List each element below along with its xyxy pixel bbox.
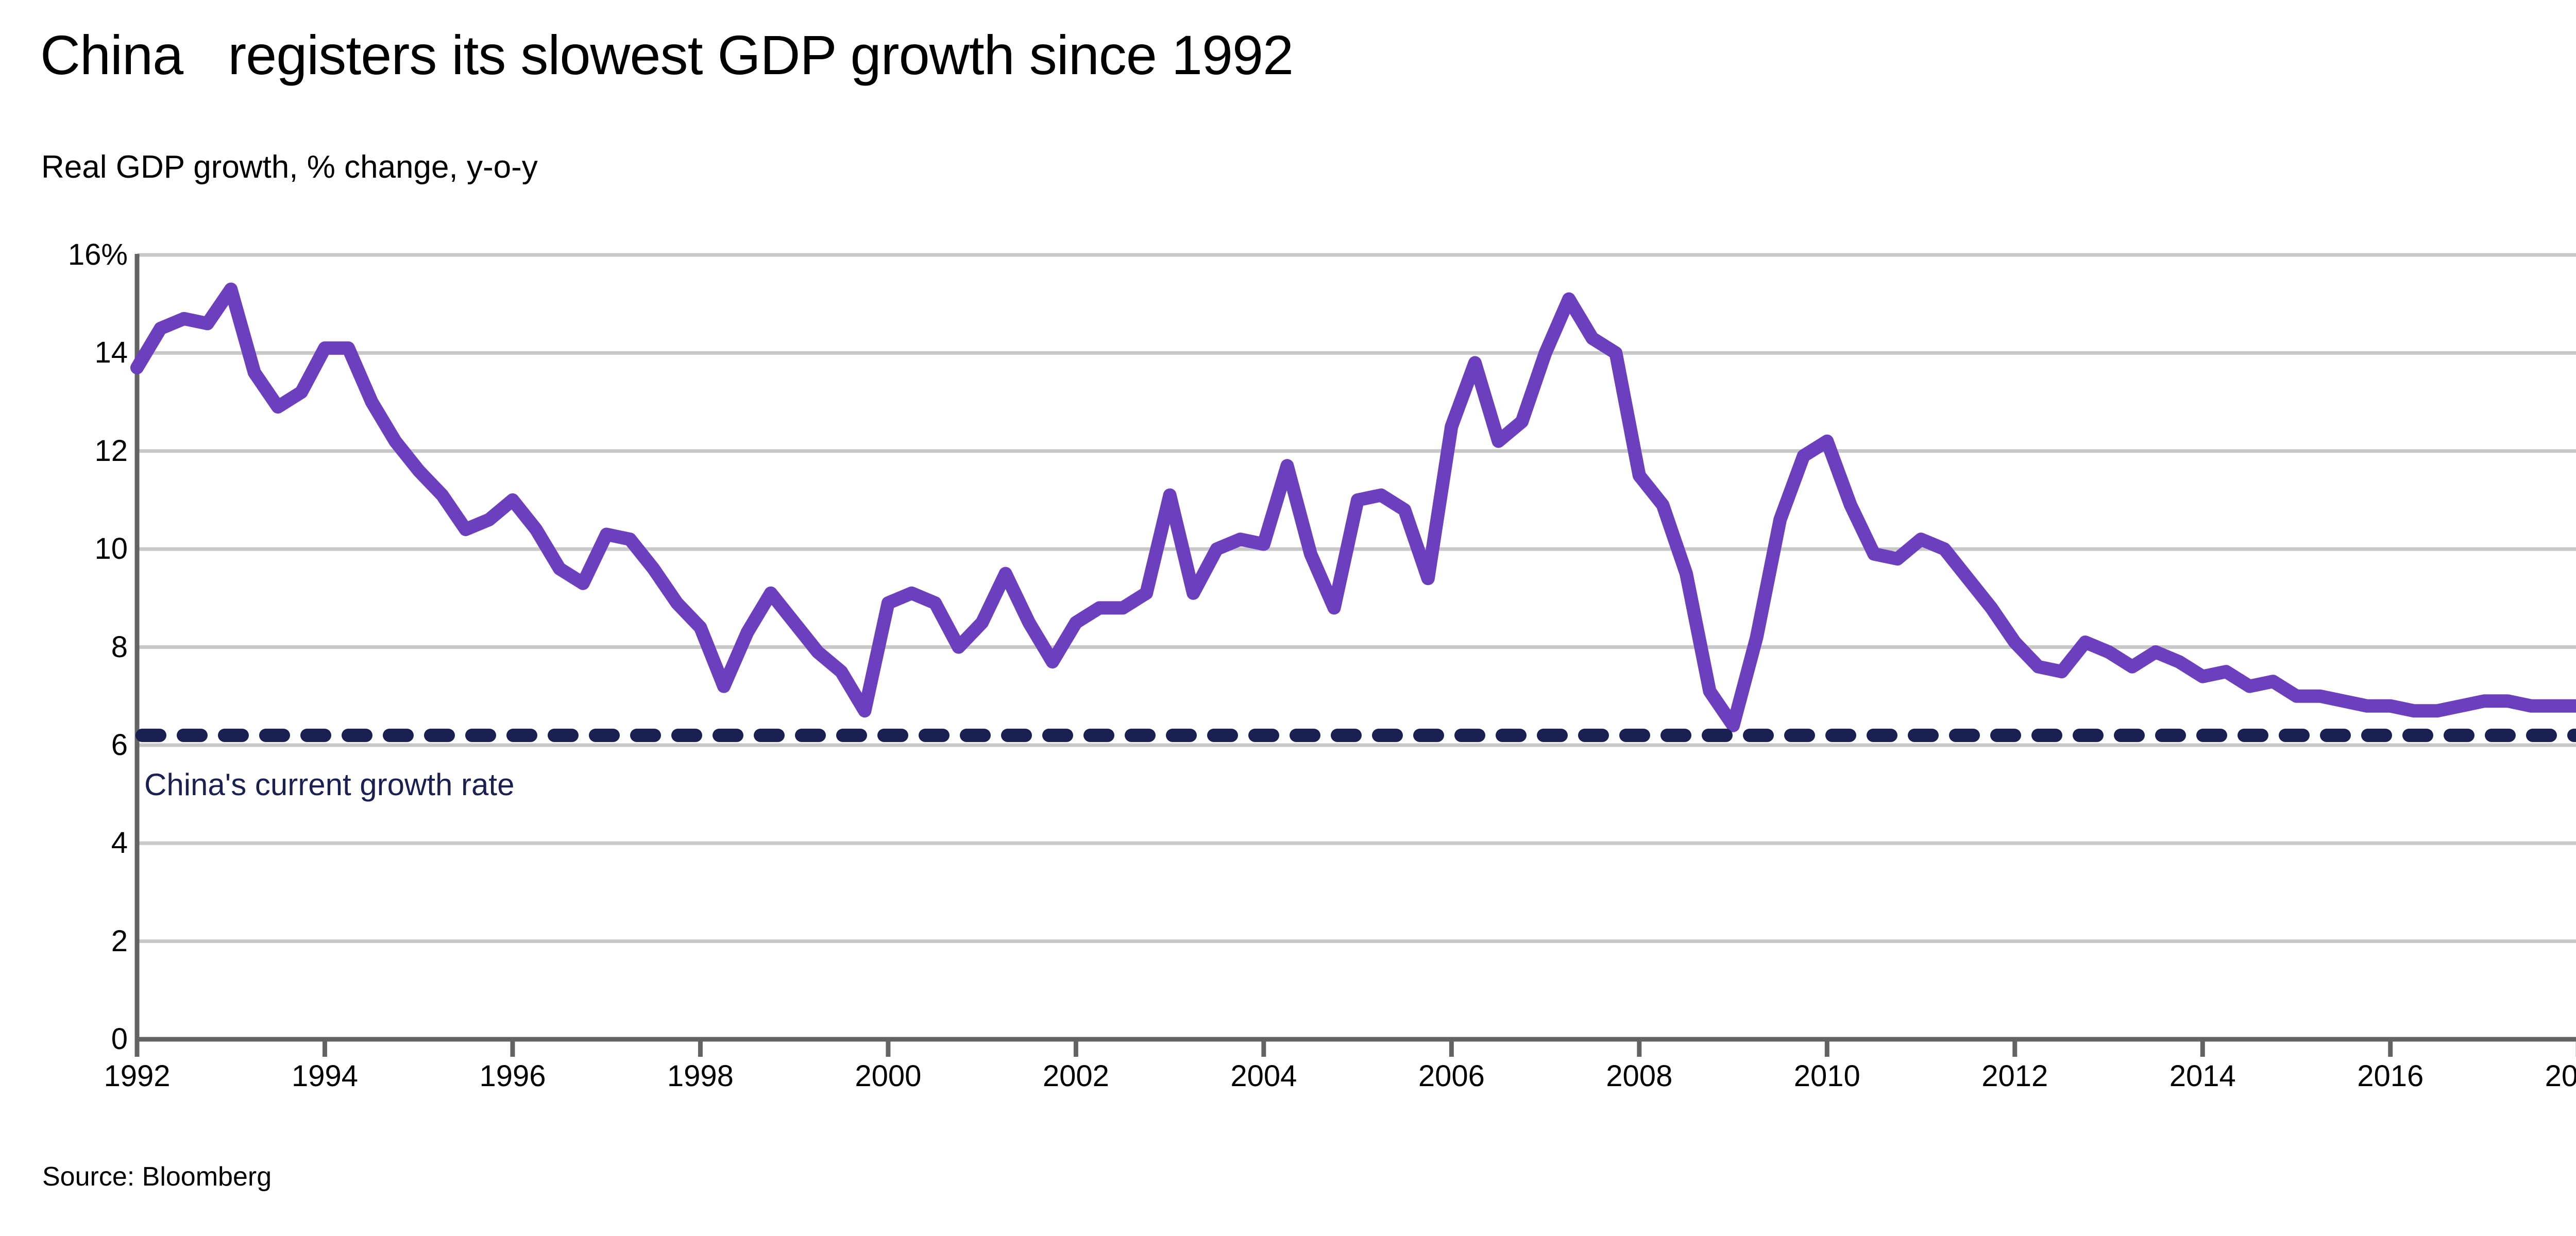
source-caption: Source: Bloomberg bbox=[42, 1162, 272, 1192]
gdp-growth-line bbox=[130, 282, 2576, 732]
x-axis-tick-label: 2016 bbox=[2357, 1059, 2424, 1093]
x-axis-tick-label: 2010 bbox=[1793, 1059, 1860, 1093]
y-axis-labels: 0 2 4 6 8 10 12 14 16% bbox=[0, 0, 128, 1236]
y-axis-tick-label: 14 bbox=[94, 336, 128, 370]
y-axis-tick-label: 8 bbox=[111, 630, 128, 664]
x-axis-tick-label: 2014 bbox=[2169, 1059, 2236, 1093]
y-axis-tick-label: 0 bbox=[111, 1022, 128, 1056]
y-axis-tick-label: 2 bbox=[111, 924, 128, 958]
x-axis-tick-label: 2012 bbox=[1981, 1059, 2048, 1093]
x-axis-tick-label: 2000 bbox=[855, 1059, 922, 1093]
x-axis-tick-label: 2002 bbox=[1042, 1059, 1109, 1093]
y-axis-tick-label: 16% bbox=[67, 238, 128, 271]
x-axis-tick-label: 2008 bbox=[1606, 1059, 1673, 1093]
x-axis-tick-label: 1994 bbox=[291, 1059, 358, 1093]
x-axis-tick-label: 2006 bbox=[1418, 1059, 1485, 1093]
x-axis-tick-label: 1998 bbox=[667, 1059, 734, 1093]
threshold-annotation-label: China's current growth rate bbox=[144, 767, 515, 802]
y-axis-tick-label: 6 bbox=[111, 728, 128, 762]
y-axis-tick-label: 10 bbox=[94, 532, 128, 566]
x-axis-ticks bbox=[134, 1039, 2576, 1057]
x-axis-tick-label: 1996 bbox=[479, 1059, 546, 1093]
page-title: China registers its slowest GDP growth s… bbox=[40, 24, 1294, 86]
x-axis-tick-label: 2004 bbox=[1230, 1059, 1297, 1093]
x-axis-tick-label: 2018 bbox=[2545, 1059, 2576, 1093]
x-axis-tick-label: 1992 bbox=[104, 1059, 171, 1093]
chart-subtitle: Real GDP growth, % change, y-o-y bbox=[41, 149, 538, 185]
y-axis-tick-label: 12 bbox=[94, 434, 128, 468]
y-axis-tick-label: 4 bbox=[111, 826, 128, 860]
